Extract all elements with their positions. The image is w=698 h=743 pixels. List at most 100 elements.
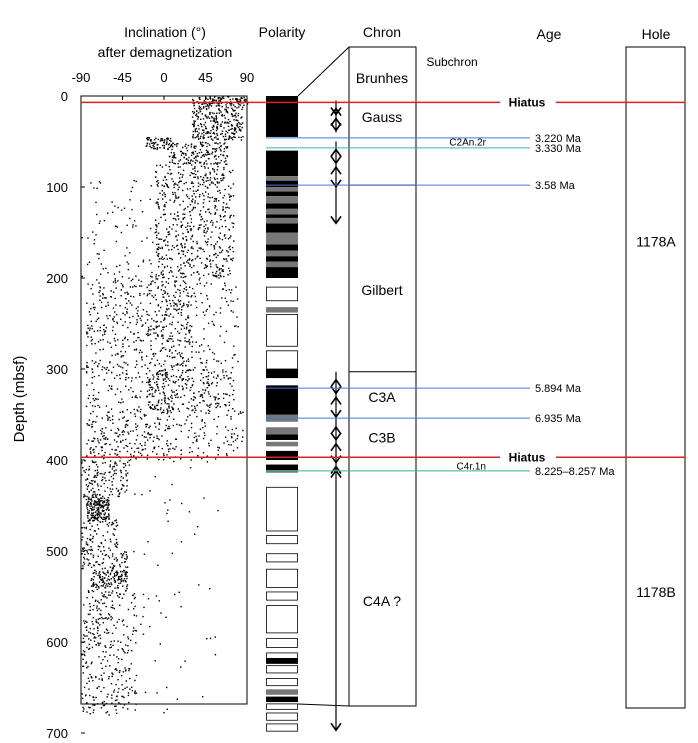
data-point bbox=[103, 287, 105, 289]
data-point bbox=[89, 606, 91, 608]
data-point bbox=[166, 142, 168, 144]
data-point bbox=[173, 246, 175, 249]
data-point bbox=[217, 374, 219, 376]
data-point bbox=[102, 618, 104, 620]
data-point bbox=[101, 504, 103, 507]
data-point bbox=[84, 460, 86, 462]
data-point bbox=[136, 312, 138, 315]
data-point bbox=[126, 555, 128, 558]
data-point bbox=[203, 382, 205, 385]
data-point bbox=[109, 464, 111, 466]
data-point bbox=[101, 616, 103, 619]
data-point bbox=[237, 98, 239, 101]
data-point bbox=[214, 184, 216, 186]
data-point bbox=[196, 440, 198, 442]
data-point bbox=[219, 232, 221, 234]
data-point bbox=[183, 209, 185, 211]
data-point bbox=[181, 502, 183, 505]
data-point bbox=[180, 324, 183, 326]
data-point bbox=[87, 397, 89, 400]
data-point bbox=[116, 363, 119, 366]
data-point bbox=[231, 113, 233, 116]
data-point bbox=[92, 306, 95, 309]
data-point bbox=[116, 587, 119, 589]
data-point bbox=[225, 111, 227, 113]
data-point bbox=[191, 201, 194, 203]
data-point bbox=[201, 144, 203, 146]
data-point bbox=[167, 397, 169, 399]
data-point bbox=[86, 366, 88, 368]
data-point bbox=[220, 180, 222, 182]
data-point bbox=[161, 281, 163, 283]
data-point bbox=[137, 331, 139, 334]
data-point bbox=[117, 280, 119, 282]
data-point bbox=[212, 222, 214, 224]
data-point bbox=[203, 338, 205, 340]
data-point bbox=[182, 250, 185, 252]
data-point bbox=[184, 216, 186, 219]
data-point bbox=[100, 578, 103, 581]
data-point bbox=[97, 519, 99, 522]
data-point bbox=[192, 151, 194, 153]
data-point bbox=[101, 506, 104, 508]
data-point bbox=[96, 469, 99, 471]
data-point bbox=[185, 328, 188, 330]
data-point bbox=[206, 382, 208, 384]
data-point bbox=[200, 292, 202, 295]
data-point bbox=[221, 121, 224, 123]
data-point bbox=[117, 679, 119, 681]
data-point bbox=[216, 127, 218, 129]
data-point bbox=[135, 428, 138, 431]
data-point bbox=[154, 405, 156, 407]
data-point bbox=[93, 375, 96, 378]
data-point bbox=[115, 571, 117, 573]
polarity-gray-band bbox=[266, 232, 298, 245]
data-point bbox=[93, 437, 95, 439]
data-point bbox=[169, 139, 171, 142]
data-point bbox=[206, 132, 208, 134]
data-point bbox=[157, 387, 159, 389]
data-point bbox=[184, 246, 186, 249]
data-point bbox=[115, 683, 117, 686]
data-point bbox=[101, 446, 103, 449]
data-point bbox=[105, 499, 107, 501]
data-point bbox=[115, 462, 117, 464]
data-point bbox=[232, 226, 234, 228]
data-point bbox=[111, 484, 114, 486]
data-point bbox=[108, 557, 111, 559]
data-point bbox=[193, 292, 195, 294]
data-point bbox=[119, 374, 121, 376]
data-point bbox=[124, 306, 127, 309]
data-point bbox=[178, 344, 180, 346]
data-point bbox=[126, 587, 128, 590]
data-point bbox=[151, 389, 153, 391]
data-point bbox=[225, 109, 228, 112]
data-point bbox=[102, 495, 104, 498]
data-point bbox=[127, 293, 130, 295]
data-point bbox=[85, 662, 87, 664]
data-point bbox=[202, 376, 204, 379]
data-point bbox=[222, 177, 224, 179]
data-point bbox=[207, 167, 209, 169]
data-point bbox=[165, 179, 168, 181]
data-point bbox=[85, 661, 88, 663]
data-point bbox=[102, 571, 104, 573]
data-point bbox=[146, 319, 149, 321]
data-point bbox=[207, 153, 210, 155]
data-point bbox=[193, 122, 196, 124]
data-point bbox=[173, 403, 175, 405]
data-point bbox=[100, 550, 102, 553]
data-point bbox=[121, 487, 123, 490]
data-point bbox=[244, 98, 246, 101]
data-point bbox=[229, 199, 231, 201]
data-point bbox=[95, 446, 97, 448]
data-point bbox=[166, 403, 168, 405]
data-point bbox=[186, 326, 188, 328]
data-point bbox=[242, 135, 244, 138]
data-point bbox=[200, 162, 202, 164]
data-point bbox=[149, 434, 151, 436]
data-point bbox=[220, 251, 223, 253]
data-point bbox=[178, 253, 180, 255]
data-point bbox=[233, 433, 236, 435]
data-point bbox=[86, 332, 89, 334]
